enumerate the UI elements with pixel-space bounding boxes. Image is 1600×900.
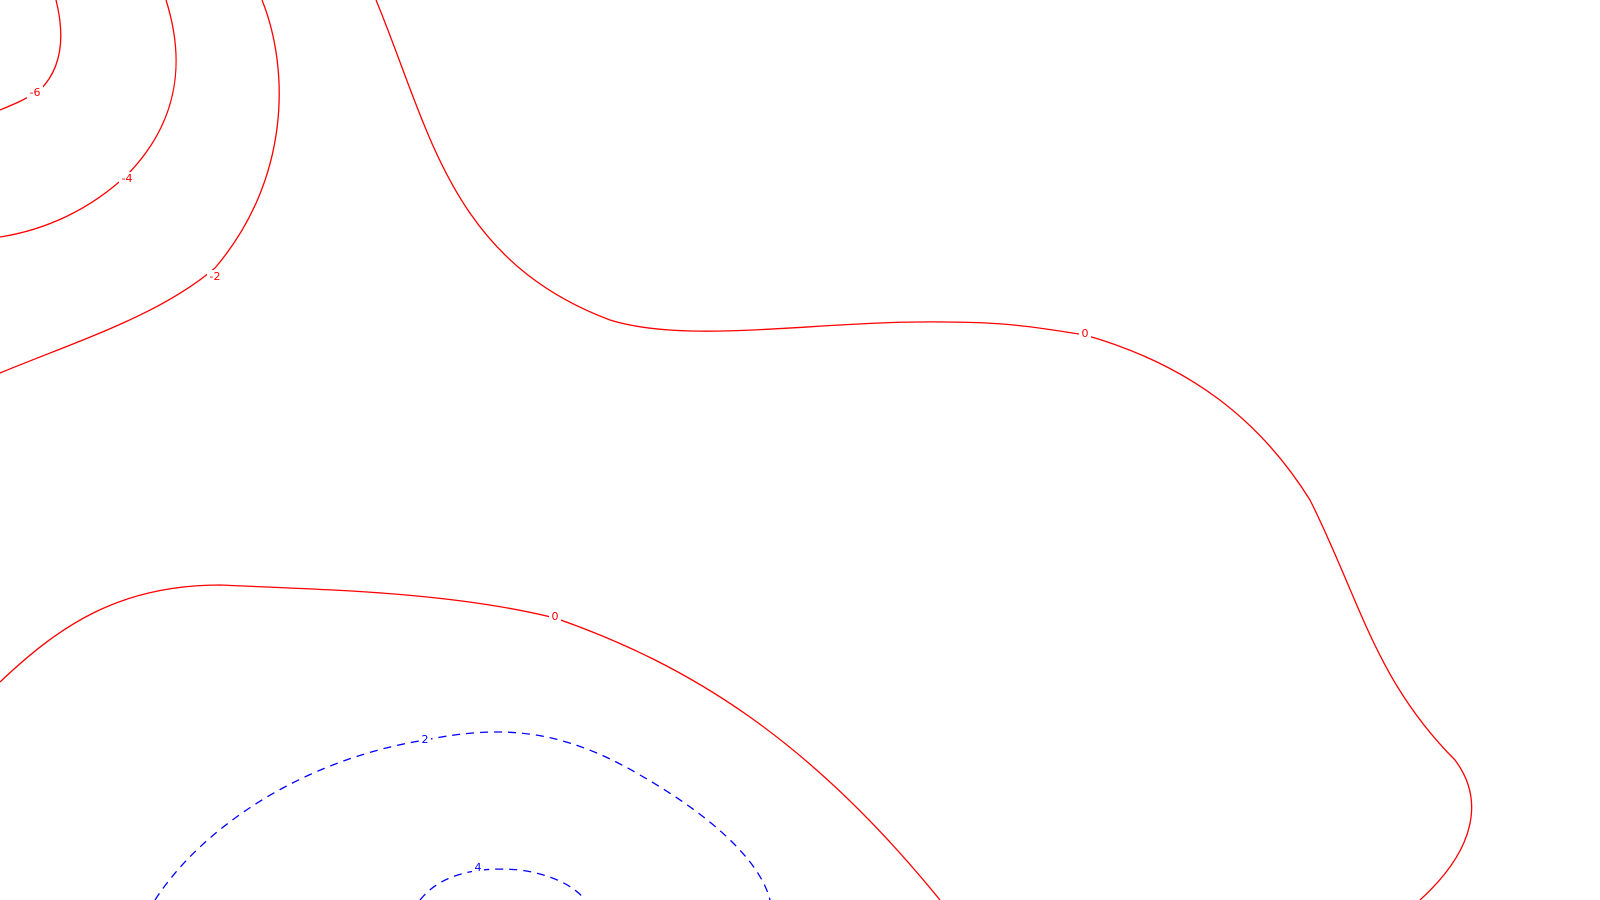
contour-label-plus-2: 2 — [419, 733, 431, 746]
contour-label-plus-4: 4 — [472, 861, 484, 874]
contour-line-minus-2 — [0, 0, 280, 374]
label-halo — [549, 610, 561, 623]
contour-label-text: 0 — [552, 610, 559, 623]
label-halo — [207, 270, 223, 283]
contour-label-text: 0 — [1082, 327, 1089, 340]
contour-label-text: 2 — [422, 733, 429, 746]
contour-label-minus-2: -2 — [207, 270, 223, 283]
contour-label-text: 4 — [475, 861, 482, 874]
label-halo — [27, 86, 43, 99]
contour-label-text: -4 — [122, 172, 133, 185]
label-halo — [1079, 327, 1091, 340]
contour-label-text: -6 — [30, 86, 41, 99]
label-halo — [119, 172, 135, 185]
label-halo — [472, 861, 484, 874]
contour-line-plus-2 — [154, 731, 771, 900]
label-halo — [419, 733, 431, 746]
contour-line-zero-upper — [375, 0, 1473, 900]
contour-line-zero-lower — [0, 584, 941, 900]
contour-label-zero-lower: 0 — [549, 610, 561, 623]
contour-label-minus-4: -4 — [119, 172, 135, 185]
contour-label-minus-6: -6 — [27, 86, 43, 99]
contour-label-zero-upper: 0 — [1079, 327, 1091, 340]
contour-label-text: -2 — [210, 270, 221, 283]
